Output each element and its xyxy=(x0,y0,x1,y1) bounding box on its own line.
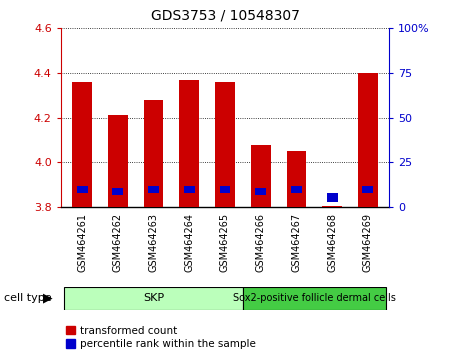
Bar xyxy=(108,115,128,207)
Text: cell type: cell type xyxy=(4,293,52,303)
Bar xyxy=(322,206,342,207)
Text: GSM464265: GSM464265 xyxy=(220,213,230,272)
Bar xyxy=(362,186,373,193)
Text: GSM464264: GSM464264 xyxy=(184,213,194,272)
Bar xyxy=(180,80,199,207)
Legend: transformed count, percentile rank within the sample: transformed count, percentile rank withi… xyxy=(66,326,256,349)
Bar xyxy=(144,100,163,207)
Bar xyxy=(358,73,378,207)
Bar xyxy=(255,188,266,195)
Bar xyxy=(243,287,386,310)
Bar xyxy=(291,186,302,193)
Text: GSM464261: GSM464261 xyxy=(77,213,87,272)
Bar xyxy=(220,186,230,193)
Bar xyxy=(215,82,235,207)
Bar xyxy=(287,151,306,207)
Bar xyxy=(77,186,88,193)
Text: GSM464262: GSM464262 xyxy=(113,213,123,272)
Bar xyxy=(251,144,270,207)
Text: ▶: ▶ xyxy=(43,292,52,305)
Bar xyxy=(112,188,123,195)
Bar xyxy=(327,193,338,201)
Bar xyxy=(72,82,92,207)
Text: GSM464266: GSM464266 xyxy=(256,213,266,272)
Text: GSM464269: GSM464269 xyxy=(363,213,373,272)
Bar xyxy=(64,287,243,310)
Text: GDS3753 / 10548307: GDS3753 / 10548307 xyxy=(151,9,299,23)
Text: Sox2-positive follicle dermal cells: Sox2-positive follicle dermal cells xyxy=(233,293,396,303)
Text: GSM464263: GSM464263 xyxy=(148,213,158,272)
Text: GSM464268: GSM464268 xyxy=(327,213,337,272)
Bar xyxy=(184,186,195,193)
Bar xyxy=(148,186,159,193)
Text: SKP: SKP xyxy=(143,293,164,303)
Text: GSM464267: GSM464267 xyxy=(292,213,302,272)
